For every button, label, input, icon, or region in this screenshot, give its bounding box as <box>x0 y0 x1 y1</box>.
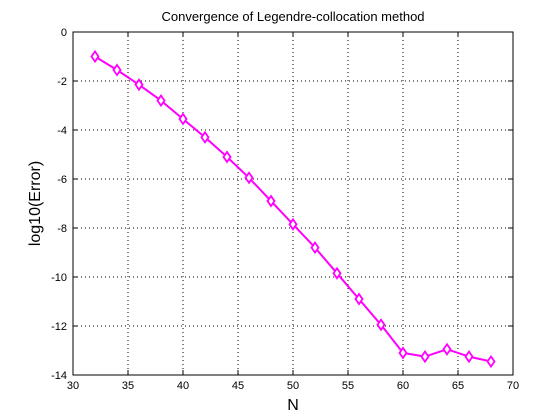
data-point-marker <box>442 342 452 356</box>
data-point-marker <box>332 266 342 280</box>
chart-title: Convergence of Legendre-collocation meth… <box>161 9 424 24</box>
data-point-marker <box>178 112 188 126</box>
x-tick-label: 45 <box>232 380 244 392</box>
data-point-marker <box>200 130 210 144</box>
x-axis-label: N <box>287 397 299 414</box>
series <box>90 49 496 369</box>
data-point-marker <box>398 346 408 360</box>
data-point-marker <box>310 241 320 255</box>
data-point-marker <box>90 49 100 64</box>
y-tick-label: -4 <box>57 125 67 137</box>
data-point-marker <box>376 318 386 332</box>
x-tick-label: 70 <box>507 380 519 392</box>
data-point-marker <box>112 63 122 77</box>
x-tick-label: 30 <box>67 380 79 392</box>
data-point-marker <box>354 292 364 306</box>
y-tick-label: -14 <box>51 370 67 382</box>
y-tick-label: -2 <box>57 76 67 88</box>
x-tick-label: 55 <box>342 380 354 392</box>
data-point-marker <box>244 171 254 185</box>
x-tick-label: 60 <box>397 380 409 392</box>
x-tick-label: 35 <box>122 380 134 392</box>
x-tick-label: 65 <box>452 380 464 392</box>
data-point-marker <box>222 150 232 164</box>
data-point-marker <box>134 78 144 92</box>
y-tick-label: -12 <box>51 321 67 333</box>
y-axis-label: log10(Error) <box>27 161 44 246</box>
data-point-marker <box>266 194 276 208</box>
data-point-marker <box>486 354 496 369</box>
y-tick-label: -10 <box>51 272 67 284</box>
x-tick-label: 50 <box>287 380 299 392</box>
data-point-marker <box>420 350 430 364</box>
data-point-marker <box>464 350 474 364</box>
y-tick-label: -8 <box>57 223 67 235</box>
data-point-marker <box>156 94 166 108</box>
x-tick-label: 40 <box>177 380 189 392</box>
y-tick-label: 0 <box>61 27 67 39</box>
data-point-marker <box>288 217 298 231</box>
axis-ticks: 30 35 40 45 50 55 60 65 70 0 -2 -4 -6 -8 -10 -12 -14 <box>51 27 519 392</box>
y-tick-label: -6 <box>57 174 67 186</box>
